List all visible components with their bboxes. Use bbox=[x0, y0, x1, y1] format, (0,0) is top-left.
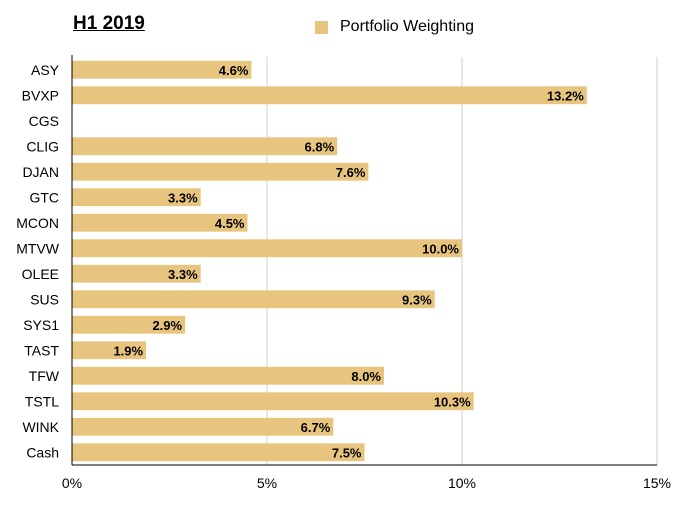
x-tick-label: 15% bbox=[643, 475, 671, 491]
data-label: 4.5% bbox=[215, 216, 245, 231]
chart-title: H1 2019 bbox=[73, 13, 145, 34]
category-label: BVXP bbox=[22, 87, 59, 103]
legend-swatch bbox=[315, 20, 328, 34]
bar bbox=[72, 392, 474, 411]
data-label: 8.0% bbox=[351, 369, 381, 384]
category-label: TSTL bbox=[25, 393, 59, 409]
category-label: SUS bbox=[30, 291, 59, 307]
category-label: MTVW bbox=[16, 240, 60, 256]
bar bbox=[72, 137, 338, 156]
data-label: 3.3% bbox=[168, 267, 198, 282]
category-label: Cash bbox=[26, 444, 59, 460]
legend: Portfolio Weighting bbox=[315, 19, 474, 35]
bar bbox=[72, 60, 252, 79]
data-label: 7.6% bbox=[336, 165, 366, 180]
category-label: TAST bbox=[24, 342, 59, 358]
data-label: 9.3% bbox=[402, 292, 432, 307]
bar bbox=[72, 239, 462, 258]
legend-label: Portfolio Weighting bbox=[340, 18, 474, 35]
category-label: ASY bbox=[31, 62, 60, 78]
bar bbox=[72, 162, 369, 181]
data-label: 1.9% bbox=[113, 343, 143, 358]
data-label: 13.2% bbox=[547, 88, 584, 103]
bar bbox=[72, 366, 384, 385]
data-label: 6.7% bbox=[301, 420, 331, 435]
data-label: 6.8% bbox=[305, 139, 335, 154]
data-label: 10.3% bbox=[434, 394, 471, 409]
category-label: TFW bbox=[29, 368, 60, 384]
bar bbox=[72, 188, 201, 207]
data-label: 2.9% bbox=[152, 318, 182, 333]
x-tick-label: 10% bbox=[448, 475, 476, 491]
x-tick-label: 5% bbox=[257, 475, 277, 491]
category-label: DJAN bbox=[22, 164, 59, 180]
data-label: 10.0% bbox=[422, 241, 459, 256]
category-label: OLEE bbox=[22, 266, 59, 282]
data-label: 4.6% bbox=[219, 63, 249, 78]
category-label: CGS bbox=[29, 113, 59, 129]
category-label: GTC bbox=[29, 189, 59, 205]
x-tick-label: 0% bbox=[62, 475, 82, 491]
category-label: MCON bbox=[16, 215, 59, 231]
bar bbox=[72, 315, 186, 334]
bar bbox=[72, 86, 587, 105]
data-label: 7.5% bbox=[332, 445, 362, 460]
bar bbox=[72, 417, 334, 436]
bar bbox=[72, 341, 147, 360]
bar bbox=[72, 264, 201, 283]
category-label: CLIG bbox=[26, 138, 59, 154]
category-label: WINK bbox=[22, 419, 59, 435]
category-label: SYS1 bbox=[23, 317, 59, 333]
bar bbox=[72, 443, 365, 462]
data-label: 3.3% bbox=[168, 190, 198, 205]
bar bbox=[72, 290, 435, 309]
bar bbox=[72, 213, 248, 232]
